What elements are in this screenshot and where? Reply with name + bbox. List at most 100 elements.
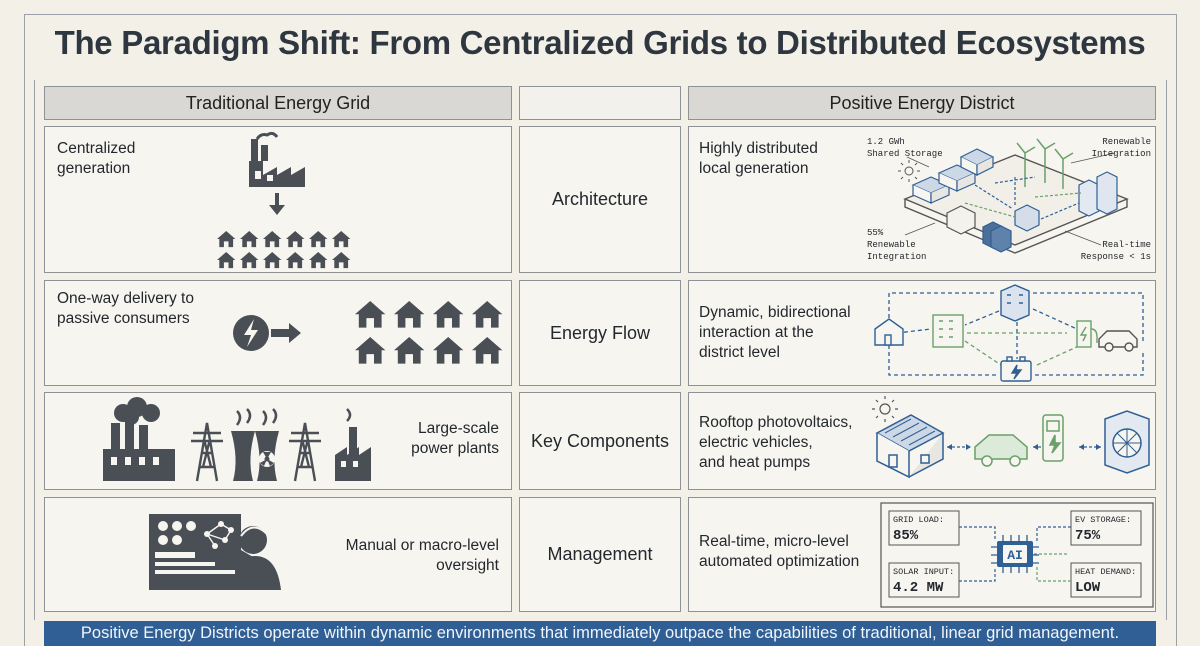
consumer-houses-icon-grid (355, 301, 503, 364)
heat-pump-icon (1104, 410, 1150, 474)
frame-line-inner-left (34, 80, 35, 620)
annotation-renewable-pct-line1: Renewable (867, 240, 916, 250)
house-icon (332, 252, 351, 269)
annotation-storage-value: 1.2 GWh (867, 137, 905, 147)
office-building-icon (932, 314, 964, 348)
house-icon (217, 252, 236, 269)
house-icon (309, 231, 328, 248)
ev-storage-widget (1070, 510, 1142, 546)
house-icon (874, 318, 904, 346)
row-architecture-ped: Highly distributed local generation (688, 126, 1156, 273)
header-ped: Positive Energy District (688, 86, 1156, 120)
cooling-tower-icon (231, 431, 255, 481)
header-traditional: Traditional Energy Grid (44, 86, 512, 120)
components-illustration (872, 396, 1150, 479)
management-ped-line2: automated optimization (699, 553, 860, 570)
annotation-storage-label: Shared Storage (867, 149, 943, 159)
solar-input-widget (888, 562, 960, 598)
houses-icon-grid (217, 231, 351, 269)
row-management-traditional: Manual or macro-level oversight (44, 497, 512, 612)
centralized-plant-icon (217, 131, 351, 269)
frame-line-top (24, 14, 1176, 15)
annotation-renewable-line1: Renewable (1102, 137, 1151, 147)
house-icon (263, 231, 282, 248)
row-key-components-traditional: Large-scale power plants (44, 392, 512, 490)
key-components-ped-line3: and heat pumps (699, 454, 811, 471)
row-architecture-category: Architecture (519, 126, 681, 273)
electric-car-icon (974, 434, 1028, 467)
house-icon (217, 231, 236, 248)
ai-chip-label: AI (1007, 548, 1023, 563)
house-icon (263, 252, 282, 269)
ev-storage-value: 75% (1075, 528, 1101, 544)
row-energy-flow-traditional: One-way delivery to passive consumers (44, 280, 512, 386)
car-icon (1098, 330, 1138, 352)
solar-input-label: SOLAR INPUT: (893, 567, 954, 577)
key-components-traditional-line2: power plants (411, 440, 499, 457)
one-way-delivery-illustration (233, 301, 503, 364)
energy-flow-traditional-line1: One-way delivery to (57, 290, 194, 307)
house-icon (472, 301, 503, 328)
sun-icon (872, 396, 898, 422)
energy-flow-traditional-line2: passive consumers (57, 310, 190, 327)
control-room-operator-illustration (149, 514, 281, 590)
house-icon (286, 252, 305, 269)
key-components-ped-line1: Rooftop photovoltaics, (699, 414, 853, 431)
management-traditional-line2: oversight (436, 557, 499, 574)
house-icon (240, 231, 259, 248)
operator-icon (239, 526, 267, 554)
architecture-traditional-line2: generation (57, 160, 131, 177)
annotation-renewable-percent: 55% (867, 228, 884, 238)
header-center-blank (519, 86, 681, 120)
house-icon (355, 337, 386, 364)
house-icon (240, 252, 259, 269)
row-management-ped: Real-time, micro-level automated optimiz… (688, 497, 1156, 612)
ai-dashboard-illustration: AI GRID LOAD: 85% EV STORAGE: 75% SOLAR … (880, 502, 1154, 608)
architecture-ped-line2: local generation (699, 160, 809, 177)
footer-banner: Positive Energy Districts operate within… (44, 621, 1156, 646)
house-icon (394, 337, 425, 364)
ai-chip-icon: AI (991, 535, 1039, 573)
key-components-ped-line2: electric vehicles, (699, 434, 813, 451)
arrow-right-icon (271, 323, 301, 343)
row-energy-flow-category: Energy Flow (519, 280, 681, 386)
annotation-response-line1: Real-time (1102, 240, 1151, 250)
energy-flow-ped-line1: Dynamic, bidirectional (699, 304, 851, 321)
bidirectional-flow-illustration (874, 284, 1144, 382)
power-plants-illustration (103, 397, 371, 482)
district-isometric-illustration: 1.2 GWh Shared Storage Renewable Integra… (867, 137, 1151, 262)
tower-building-icon (1000, 284, 1030, 322)
annotation-renewable-line2: Integration (1092, 149, 1151, 159)
power-pylon-icon (191, 422, 223, 482)
heat-demand-value: LOW (1075, 580, 1101, 596)
house-icon (433, 301, 464, 328)
house-icon (309, 252, 328, 269)
annotation-renewable-pct-line2: Integration (867, 252, 926, 262)
energy-flow-ped-line2: interaction at the (699, 324, 814, 341)
management-traditional-line1: Manual or macro-level (345, 537, 499, 554)
factory-chimney-icon (111, 423, 120, 453)
frame-line-right (1176, 14, 1177, 646)
solar-input-value: 4.2 MW (893, 580, 944, 596)
management-ped-line1: Real-time, micro-level (699, 533, 849, 550)
grid-load-widget (888, 510, 960, 546)
charging-station-icon (1042, 414, 1064, 462)
key-components-traditional-line1: Large-scale (418, 420, 499, 437)
frame-line-inner-right (1166, 80, 1167, 620)
frame-line-left (24, 14, 25, 646)
grid-load-value: 85% (893, 528, 919, 544)
energy-flow-ped-line3: district level (699, 344, 780, 361)
house-icon (394, 301, 425, 328)
grid-load-label: GRID LOAD: (893, 515, 944, 525)
architecture-traditional-line1: Centralized (57, 140, 136, 157)
ev-charger-icon (1076, 320, 1098, 348)
row-management-category: Management (519, 497, 681, 612)
solar-house-icon (875, 414, 945, 479)
house-icon (355, 301, 386, 328)
heat-demand-widget (1070, 562, 1142, 598)
row-energy-flow-ped: Dynamic, bidirectional interaction at th… (688, 280, 1156, 386)
house-icon (332, 231, 351, 248)
battery-icon (1000, 356, 1032, 382)
heat-demand-label: HEAT DEMAND: (1075, 567, 1136, 577)
annotation-response-line2: Response < 1s (1081, 252, 1151, 262)
